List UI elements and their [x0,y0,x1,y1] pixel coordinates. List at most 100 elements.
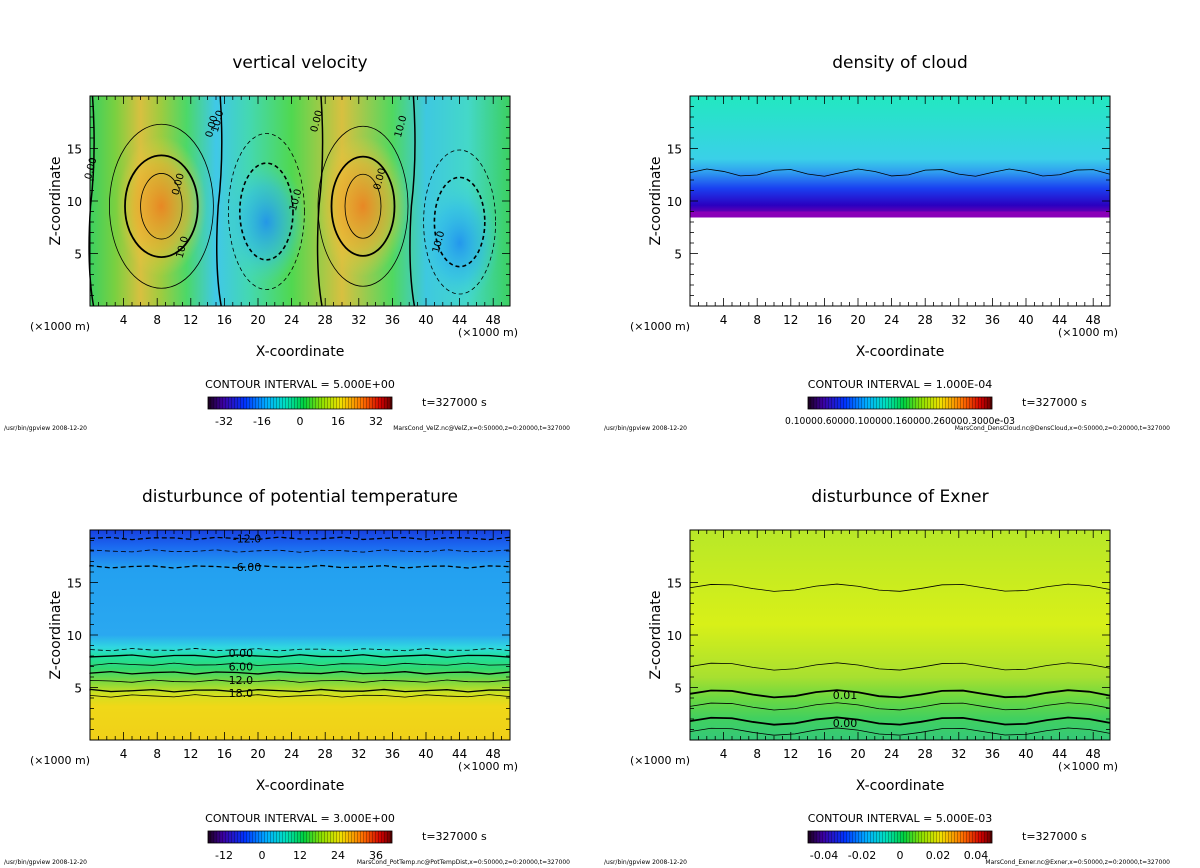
x-tick-label: 8 [753,313,761,327]
x-tick-label: 48 [1086,747,1101,761]
contour-interval-text: CONTOUR INTERVAL = 5.000E-03 [808,812,992,825]
plot-area-fill [90,530,510,740]
x-tick-label: 24 [884,747,899,761]
x-tick-label: 28 [318,313,333,327]
contour-label: -12.0 [233,532,261,545]
y-tick-label: 10 [667,195,682,209]
x-tick-label: 44 [1052,747,1067,761]
colorbar-segments [808,831,992,843]
zero-contour-4 [409,95,416,307]
x-tick-label: 44 [452,747,467,761]
contour-inner-1 [140,173,183,240]
x-tick-label: 28 [318,747,333,761]
x-tick-label: 44 [452,313,467,327]
colorbar-tick-label: 24 [331,849,345,862]
chart-title: vertical velocity [232,53,367,73]
x-unit-left: (×1000 m) [30,754,90,767]
footer-left: /usr/bin/gpview 2008-12-20 [604,859,687,866]
isentrope-5 [89,654,511,658]
colorbar-tick-label: 36 [369,849,383,862]
exner-contour-1 [689,583,1111,592]
y-tick-label: 10 [67,629,82,643]
colorbar-tick-label: 32 [369,415,383,428]
x-tick-label: 8 [753,747,761,761]
contour-outer-2 [317,125,409,287]
x-unit-right: (×1000 m) [1058,760,1118,773]
contour-label: 12.0 [229,674,254,687]
colorbar-tick-label: -32 [215,415,233,428]
contour-bold-1 [124,154,199,258]
x-tick-label: 48 [486,747,501,761]
x-tick-label: 36 [385,747,400,761]
contour-label: -6.00 [233,561,261,574]
y-axis-label: Z-coordinate [48,590,64,679]
contour-inner-2 [344,173,382,239]
x-tick-label: 24 [284,747,299,761]
footer-right: MarsCond_Exner.nc@Exner,x=0:50000,z=0:20… [985,859,1170,866]
x-unit-left: (×1000 m) [630,754,690,767]
colorbar-segments [808,397,992,409]
y-tick-label: 10 [667,629,682,643]
y-tick-label: 15 [667,143,682,157]
x-tick-label: 24 [284,313,299,327]
footer-left: /usr/bin/gpview 2008-12-20 [4,859,87,866]
y-axis-label: Z-coordinate [648,156,664,245]
downdraft-core-2 [419,183,500,303]
y-tick-label: 15 [667,577,682,591]
zero-contour-2 [215,95,223,307]
colorbar-tick-label: 0 [297,415,304,428]
x-tick-label: 48 [1086,313,1101,327]
x-tick-label: 36 [385,313,400,327]
x-unit-right: (×1000 m) [1058,326,1118,339]
x-tick-label: 12 [783,747,798,761]
isentrope-6 [89,662,511,667]
x-tick-label: 16 [817,313,832,327]
contour-neg-bold-2 [433,176,486,268]
contour-label: 18.0 [229,687,254,700]
isentrope-1 [89,536,511,541]
updraft-core-1 [116,136,207,277]
x-tick-label: 36 [985,747,1000,761]
colorbar-segments [208,831,392,843]
isentrope-2 [89,549,511,553]
time-label: t=327000 s [1022,830,1087,843]
x-tick-label: 40 [418,313,433,327]
exner-contour-2 [689,662,1111,671]
x-tick-label: 32 [951,313,966,327]
x-axis-label: X-coordinate [856,778,945,794]
y-tick-label: 5 [74,682,82,696]
contour-neg-outer-2 [423,149,497,295]
isentrope-10 [89,694,511,698]
zero-contour-3 [316,95,324,307]
x-tick-label: 4 [720,313,728,327]
chart-panel-3: disturbunce of potential temperature -12.… [4,487,570,866]
colorbar-tick-label: -0.02 [848,849,876,862]
x-tick-label: 40 [418,747,433,761]
time-label: t=327000 s [1022,396,1087,409]
colorbar-tick-label: -12 [215,849,233,862]
x-tick-label: 20 [250,313,265,327]
colorbar-tick-label: 0.10000.60000.100000.160000.260000.3000e… [785,416,1015,427]
chart-title: density of cloud [832,53,968,73]
x-tick-label: 28 [918,747,933,761]
y-tick-label: 15 [67,577,82,591]
isentrope-8 [89,679,511,683]
x-tick-label: 32 [351,747,366,761]
x-tick-label: 12 [183,747,198,761]
time-label: t=327000 s [422,396,487,409]
x-tick-label: 32 [351,313,366,327]
x-tick-label: 40 [1018,313,1033,327]
y-tick-label: 5 [74,248,82,262]
x-tick-label: 16 [217,313,232,327]
footer-right: MarsCond_PotTemp.nc@PotTempDist,x=0:5000… [357,859,570,866]
x-unit-left: (×1000 m) [630,320,690,333]
exner-contour-4 [689,702,1111,711]
exner-contour-3 [689,689,1111,699]
chart-title: disturbunce of Exner [811,487,988,507]
x-tick-label: 32 [951,747,966,761]
y-tick-label: 10 [67,195,82,209]
